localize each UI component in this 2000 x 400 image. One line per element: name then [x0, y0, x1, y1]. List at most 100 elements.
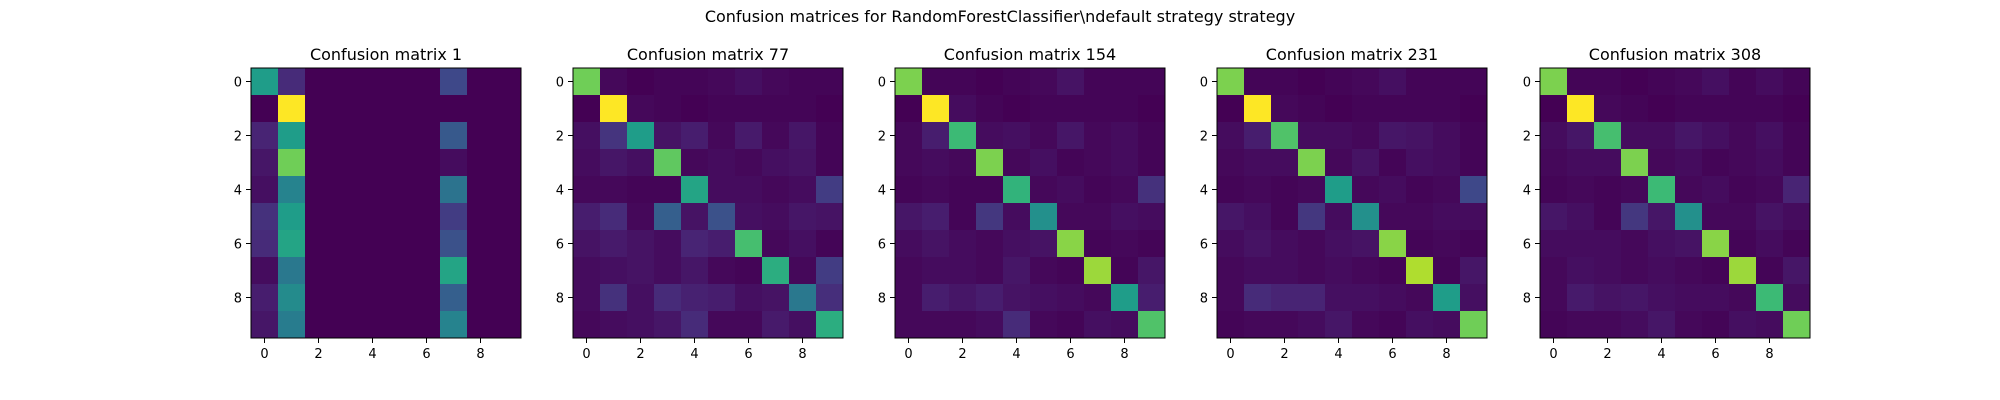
heatmap-cell — [1729, 95, 1757, 123]
confusion-matrix-panel: Confusion matrix 231 0 2 4 6 8 0 2 4 6 8 — [1200, 45, 1488, 362]
x-tick-label: 6 — [1711, 347, 1719, 362]
heatmap-cell — [627, 95, 655, 123]
heatmap-cell — [305, 203, 333, 231]
heatmap-cell — [440, 95, 468, 123]
heatmap-cell — [1567, 284, 1595, 312]
heatmap-cell — [494, 176, 522, 204]
heatmap-cell — [1783, 176, 1811, 204]
heatmap-cell — [1057, 176, 1085, 204]
heatmap-cell — [332, 230, 360, 258]
heatmap-cell — [681, 257, 709, 285]
heatmap-cell — [413, 122, 441, 150]
x-tick-label: 4 — [1012, 347, 1020, 362]
x-tick-label: 2 — [314, 347, 322, 362]
heatmap-cell — [708, 203, 736, 231]
heatmap-cell — [1003, 68, 1031, 96]
heatmap-cell — [654, 149, 682, 177]
heatmap-cell — [708, 176, 736, 204]
heatmap-cell — [1217, 149, 1245, 177]
heatmap-cell — [1540, 95, 1568, 123]
heatmap-cell — [1003, 203, 1031, 231]
heatmap-cell — [1084, 311, 1112, 339]
heatmap-cell — [654, 122, 682, 150]
heatmap-cell — [467, 203, 495, 231]
heatmap-cell — [1057, 149, 1085, 177]
heatmap-cell — [1271, 311, 1299, 339]
heatmap-cell — [1138, 95, 1166, 123]
heatmap-cell — [467, 68, 495, 96]
heatmap-cell — [1298, 122, 1326, 150]
heatmap-cell — [1433, 284, 1461, 312]
heatmap-cell — [1298, 176, 1326, 204]
heatmap-cell — [816, 95, 844, 123]
heatmap-cell — [976, 68, 1004, 96]
heatmap-cell — [654, 257, 682, 285]
heatmap-cell — [1084, 284, 1112, 312]
y-tick-label: 2 — [1200, 130, 1208, 145]
heatmap-cell — [1433, 230, 1461, 258]
heatmap-cell — [251, 95, 279, 123]
heatmap-cell — [332, 176, 360, 204]
heatmap-cell — [627, 176, 655, 204]
heatmap-cell — [1217, 176, 1245, 204]
heatmap-cell — [681, 230, 709, 258]
heatmap-cell — [1138, 122, 1166, 150]
heatmap-cell — [976, 122, 1004, 150]
heatmap-cell — [600, 149, 628, 177]
heatmap-cell — [1379, 257, 1407, 285]
heatmap-cell — [1084, 257, 1112, 285]
heatmap-cell — [305, 149, 333, 177]
heatmap-cell — [654, 230, 682, 258]
heatmap-cell — [681, 176, 709, 204]
heatmap-cell — [1217, 284, 1245, 312]
heatmap-cell — [1621, 284, 1649, 312]
heatmap-cell — [922, 203, 950, 231]
heatmap-cell — [1783, 95, 1811, 123]
heatmap-cell — [1621, 257, 1649, 285]
heatmap-cell — [1030, 284, 1058, 312]
heatmap-cell — [681, 95, 709, 123]
heatmap-cell — [654, 68, 682, 96]
heatmap-cell — [440, 68, 468, 96]
heatmap-cell — [600, 122, 628, 150]
heatmap-cell — [251, 257, 279, 285]
heatmap-cell — [949, 149, 977, 177]
heatmap-cell — [1433, 203, 1461, 231]
heatmap-cell — [413, 203, 441, 231]
heatmap-cell — [1379, 68, 1407, 96]
heatmap-cell — [1406, 149, 1434, 177]
heatmap-cell — [1621, 176, 1649, 204]
heatmap-cell — [1030, 122, 1058, 150]
heatmap-cell — [762, 257, 790, 285]
heatmap-cell — [895, 203, 923, 231]
heatmap-cell — [332, 95, 360, 123]
heatmap-cell — [1298, 203, 1326, 231]
heatmap-cell — [816, 176, 844, 204]
heatmap-cell — [1675, 311, 1703, 339]
heatmap-cell — [789, 122, 817, 150]
heatmap-cell — [359, 68, 387, 96]
y-tick-label: 6 — [1523, 238, 1531, 253]
heatmap-cell — [762, 122, 790, 150]
heatmap-cell — [440, 203, 468, 231]
heatmap-cell — [359, 149, 387, 177]
heatmap-cell — [1702, 284, 1730, 312]
heatmap-cell — [1433, 122, 1461, 150]
heatmap-cell — [1003, 149, 1031, 177]
heatmap-cell — [1460, 230, 1488, 258]
heatmap-cell — [762, 203, 790, 231]
heatmap-cell — [922, 230, 950, 258]
heatmap-cell — [1057, 68, 1085, 96]
heatmap-cell — [1702, 68, 1730, 96]
heatmap-cell — [654, 284, 682, 312]
heatmap-cell — [1244, 122, 1272, 150]
heatmap-cell — [1003, 95, 1031, 123]
heatmap-cell — [1460, 68, 1488, 96]
heatmap-cell — [278, 203, 306, 231]
heatmap-cell — [1406, 68, 1434, 96]
heatmap-cell — [1379, 95, 1407, 123]
heatmap-cell — [949, 122, 977, 150]
heatmap-cell — [1594, 311, 1622, 339]
heatmap-cell — [1406, 257, 1434, 285]
x-tick-label: 4 — [690, 347, 698, 362]
